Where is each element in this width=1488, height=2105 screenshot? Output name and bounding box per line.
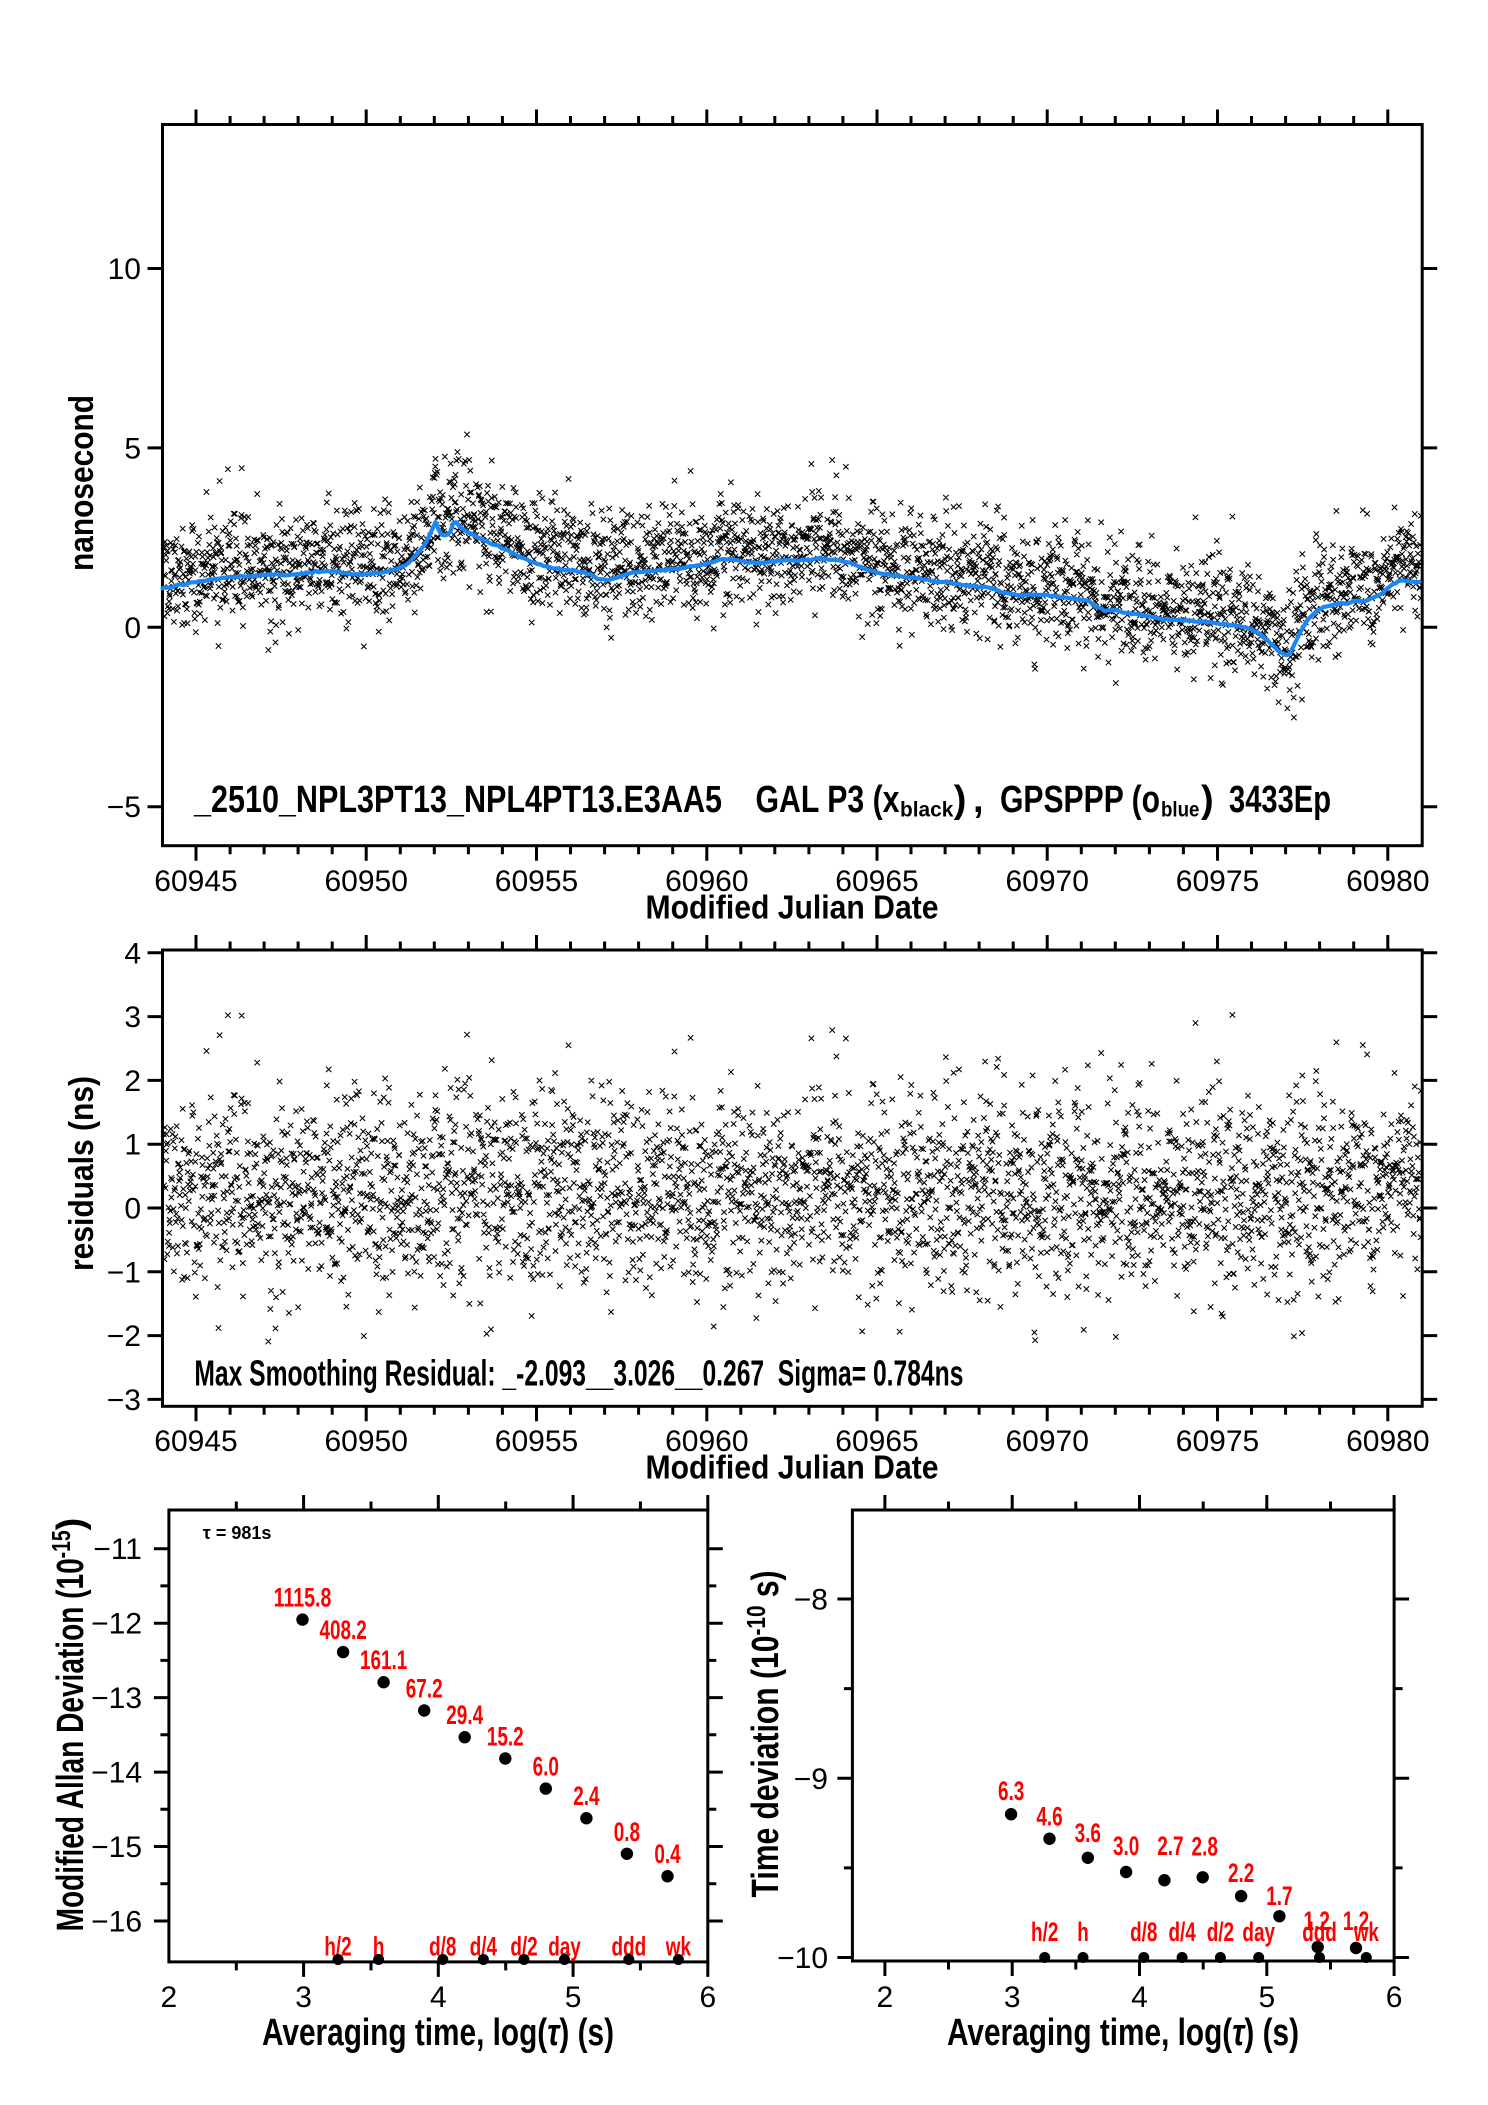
svg-text:2: 2 xyxy=(124,1065,141,1098)
svg-text:Time deviation (10-10 s): Time deviation (10-10 s) xyxy=(741,1571,787,1898)
svg-text:h: h xyxy=(1077,1917,1089,1947)
svg-text:Averaging time, log(τ) (s): Averaging time, log(τ) (s) xyxy=(947,2012,1299,2054)
svg-text:4: 4 xyxy=(124,937,141,970)
svg-text:10: 10 xyxy=(108,253,141,286)
svg-text:2.8: 2.8 xyxy=(1192,1831,1218,1861)
svg-text:h/2: h/2 xyxy=(1031,1917,1058,1947)
svg-text:2: 2 xyxy=(877,1981,894,2014)
svg-text:1.2: 1.2 xyxy=(1304,1906,1330,1936)
svg-text:−5: −5 xyxy=(107,791,141,824)
svg-text:−9: −9 xyxy=(794,1763,828,1796)
svg-text:6: 6 xyxy=(1386,1981,1403,2014)
svg-text:−3: −3 xyxy=(107,1384,141,1417)
svg-text:nanosecond: nanosecond xyxy=(63,395,101,571)
svg-text:−13: −13 xyxy=(91,1682,142,1715)
svg-text:2.4: 2.4 xyxy=(573,1781,599,1811)
svg-text:1.7: 1.7 xyxy=(1266,1881,1292,1911)
svg-text:blue: blue xyxy=(1161,799,1199,822)
svg-text:−14: −14 xyxy=(91,1757,142,1790)
svg-text:Averaging time, log(τ) (s): Averaging time, log(τ) (s) xyxy=(262,2012,614,2054)
svg-text:60970: 60970 xyxy=(1005,1425,1088,1458)
svg-text:d/8: d/8 xyxy=(1130,1917,1157,1947)
svg-text:−2: −2 xyxy=(107,1320,141,1353)
svg-text:60965: 60965 xyxy=(835,865,918,898)
svg-text:60945: 60945 xyxy=(154,865,237,898)
svg-text:4.6: 4.6 xyxy=(1036,1802,1062,1832)
svg-text:1115.8: 1115.8 xyxy=(274,1583,332,1613)
svg-text:3: 3 xyxy=(1004,1981,1021,2014)
svg-text:Max Smoothing Residual: _-2.09: Max Smoothing Residual: _-2.093__3.026__… xyxy=(194,1353,963,1394)
svg-text:1: 1 xyxy=(124,1129,141,1162)
svg-text:d/2: d/2 xyxy=(1207,1917,1234,1947)
svg-text:day: day xyxy=(1242,1917,1275,1947)
svg-text:60960: 60960 xyxy=(665,865,748,898)
svg-text:3: 3 xyxy=(124,1001,141,1034)
svg-text:408.2: 408.2 xyxy=(319,1615,366,1645)
svg-text:residuals (ns): residuals (ns) xyxy=(63,1076,101,1271)
svg-text:60980: 60980 xyxy=(1346,1425,1429,1458)
svg-text:0: 0 xyxy=(124,612,141,645)
svg-text:),GPSPPP (o: ), GPSPPP (o xyxy=(954,779,1160,821)
svg-text:60970: 60970 xyxy=(1005,865,1088,898)
svg-text:−8: −8 xyxy=(794,1584,828,1617)
svg-text:2.2: 2.2 xyxy=(1228,1858,1254,1888)
svg-text:black: black xyxy=(900,799,954,822)
svg-text:2: 2 xyxy=(161,1981,178,2014)
svg-text:Modified Julian Date: Modified Julian Date xyxy=(646,889,939,926)
svg-text:6.0: 6.0 xyxy=(533,1752,559,1782)
svg-text:0.8: 0.8 xyxy=(614,1817,640,1847)
svg-text:−11: −11 xyxy=(93,1533,142,1566)
svg-text:60975: 60975 xyxy=(1176,865,1259,898)
svg-text:1.2: 1.2 xyxy=(1343,1906,1369,1936)
svg-text:5: 5 xyxy=(124,432,141,465)
svg-text:0.4: 0.4 xyxy=(654,1839,680,1869)
svg-text:60950: 60950 xyxy=(324,865,407,898)
svg-text:0: 0 xyxy=(124,1193,141,1226)
svg-text:15.2: 15.2 xyxy=(487,1722,524,1752)
svg-text:60965: 60965 xyxy=(835,1425,918,1458)
svg-text:3: 3 xyxy=(295,1981,312,2014)
svg-text:3.0: 3.0 xyxy=(1113,1831,1139,1861)
svg-text:60955: 60955 xyxy=(495,1425,578,1458)
svg-text:τ = 981s: τ = 981s xyxy=(203,1523,272,1543)
svg-text:60945: 60945 xyxy=(154,1425,237,1458)
svg-text:29.4: 29.4 xyxy=(446,1700,483,1730)
svg-text:)3433Ep: ) 3433Ep xyxy=(1201,779,1331,821)
svg-text:h: h xyxy=(373,1932,385,1962)
svg-text:6: 6 xyxy=(699,1981,716,2014)
svg-text:67.2: 67.2 xyxy=(406,1674,443,1704)
svg-text:60980: 60980 xyxy=(1346,865,1429,898)
svg-text:60975: 60975 xyxy=(1176,1425,1259,1458)
svg-text:4: 4 xyxy=(1131,1981,1148,2014)
svg-text:60960: 60960 xyxy=(665,1425,748,1458)
svg-text:−15: −15 xyxy=(91,1831,142,1864)
svg-text:60950: 60950 xyxy=(324,1425,407,1458)
svg-text:−10: −10 xyxy=(777,1942,828,1975)
svg-text:3.6: 3.6 xyxy=(1075,1818,1101,1848)
svg-text:4: 4 xyxy=(430,1981,447,2014)
svg-text:161.1: 161.1 xyxy=(360,1645,407,1675)
svg-text:d/4: d/4 xyxy=(1168,1917,1195,1947)
svg-text:6.3: 6.3 xyxy=(998,1776,1024,1806)
svg-text:2.7: 2.7 xyxy=(1157,1831,1183,1861)
svg-text:5: 5 xyxy=(1258,1981,1275,2014)
svg-text:Modified Julian Date: Modified Julian Date xyxy=(646,1449,939,1486)
svg-text:−1: −1 xyxy=(107,1256,141,1289)
svg-text:−16: −16 xyxy=(91,1906,142,1939)
svg-text:60955: 60955 xyxy=(495,865,578,898)
svg-text:Modified Allan Deviation (10-1: Modified Allan Deviation (10-15) xyxy=(46,1518,92,1932)
svg-text:5: 5 xyxy=(565,1981,582,2014)
svg-text:−12: −12 xyxy=(91,1608,142,1641)
